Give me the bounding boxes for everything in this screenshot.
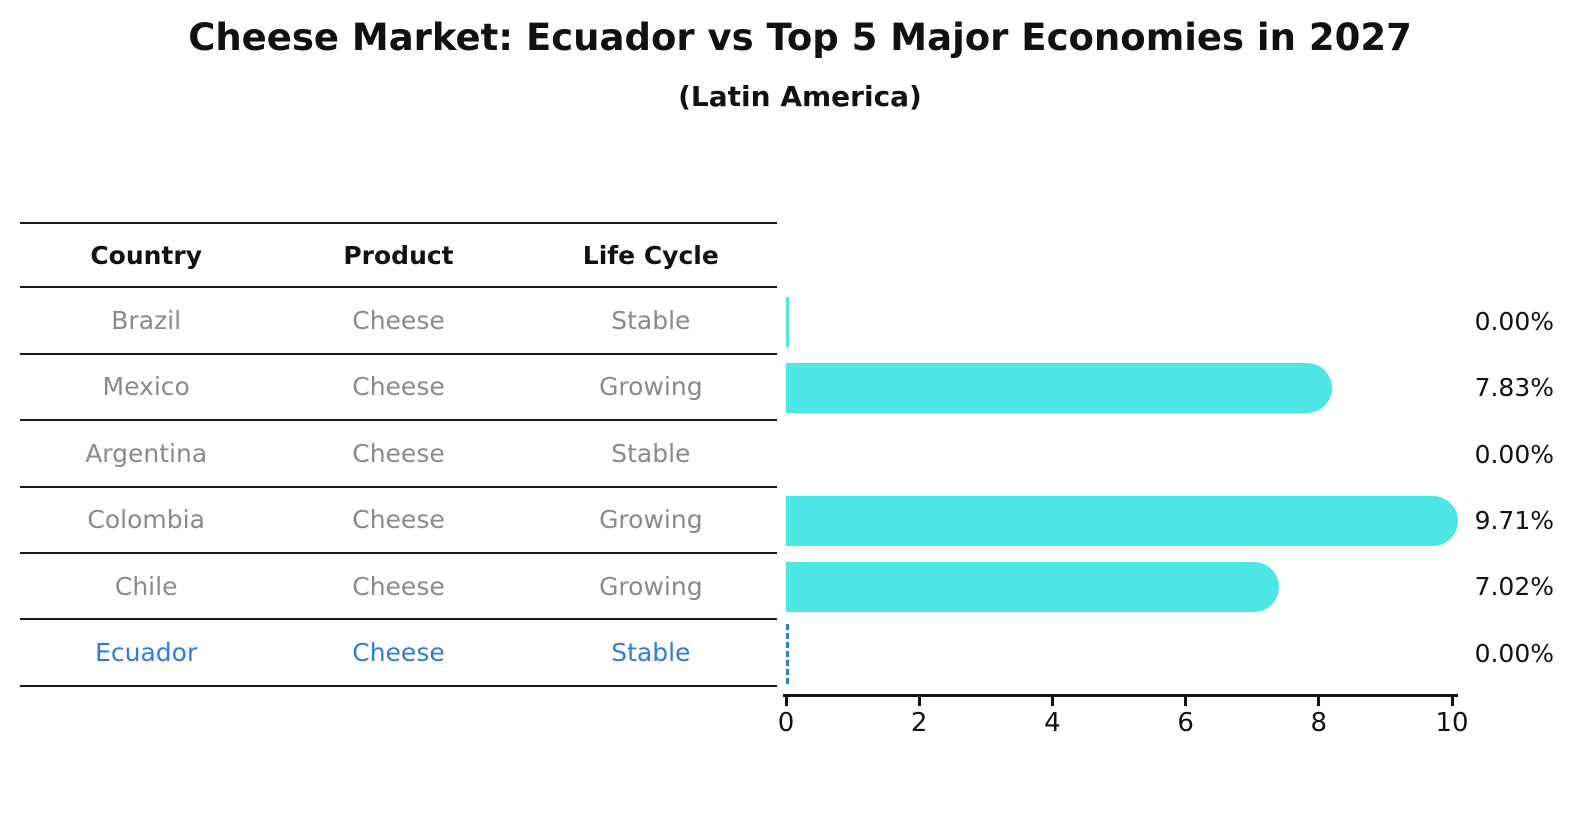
table-row-chile: Chile Cheese Growing <box>20 554 777 621</box>
x-tick <box>1450 697 1454 706</box>
table-row-argentina: Argentina Cheese Stable <box>20 421 777 488</box>
column-header-country: Country <box>90 240 203 270</box>
cell-life-cycle: Stable <box>611 638 691 668</box>
x-tick <box>1184 697 1188 706</box>
value-label-mexico: 7.83% <box>1474 373 1554 403</box>
cell-product: Cheese <box>352 306 445 336</box>
zero-dashed-marker-ecuador <box>786 623 789 684</box>
cell-country: Ecuador <box>95 638 198 668</box>
cell-country: Colombia <box>87 505 205 535</box>
value-label-argentina: 0.00% <box>1474 439 1554 469</box>
x-tick-label: 6 <box>1177 708 1194 738</box>
chart-subtitle: (Latin America) <box>678 80 922 113</box>
bar-colombia <box>786 496 1458 546</box>
column-header-life-cycle: Life Cycle <box>582 240 719 270</box>
x-tick-label: 0 <box>777 708 795 738</box>
x-tick <box>1317 697 1321 706</box>
cell-country: Argentina <box>85 438 208 468</box>
cell-life-cycle: Growing <box>599 571 703 601</box>
value-label-colombia: 9.71% <box>1474 506 1554 535</box>
cell-life-cycle: Stable <box>611 306 691 336</box>
table-row-colombia: Colombia Cheese Growing <box>20 488 777 554</box>
table-header-row: Country Product Life Cycle <box>20 222 777 289</box>
x-axis <box>783 694 1458 697</box>
value-label-chile: 7.02% <box>1474 572 1554 602</box>
column-header-product: Product <box>343 240 454 270</box>
table-row-mexico: Mexico Cheese Growing <box>20 355 777 422</box>
cell-life-cycle: Stable <box>611 438 691 468</box>
value-label-ecuador: 0.00% <box>1474 638 1554 668</box>
cell-life-cycle: Growing <box>599 505 703 535</box>
cell-product: Cheese <box>352 638 445 668</box>
table-row-brazil: Brazil Cheese Stable <box>20 288 777 355</box>
x-tick <box>784 697 788 706</box>
cell-country: Mexico <box>102 372 190 402</box>
bar-chile <box>786 562 1279 613</box>
value-label-brazil: 0.00% <box>1474 306 1554 336</box>
x-tick <box>1050 697 1054 706</box>
comparison-table: Country Product Life Cycle Brazil Cheese… <box>20 222 777 687</box>
chart-title: Cheese Market: Ecuador vs Top 5 Major Ec… <box>188 16 1412 59</box>
cell-product: Cheese <box>352 372 445 402</box>
x-tick <box>917 697 921 706</box>
cell-country: Chile <box>114 571 178 601</box>
cell-product: Cheese <box>352 505 445 535</box>
x-tick-label: 8 <box>1310 708 1328 738</box>
cell-life-cycle: Growing <box>599 372 703 402</box>
x-tick-label: 4 <box>1044 708 1061 738</box>
table-row-ecuador: Ecuador Cheese Stable <box>20 620 777 687</box>
cell-product: Cheese <box>352 571 445 601</box>
cell-product: Cheese <box>352 438 445 468</box>
x-tick-label: 2 <box>910 708 928 738</box>
x-tick-label: 10 <box>1435 708 1469 738</box>
cell-country: Brazil <box>111 306 182 336</box>
bar-mexico <box>786 363 1332 414</box>
zero-bar-brazil <box>786 296 789 347</box>
table-body: Brazil Cheese Stable Mexico Cheese Growi… <box>20 288 777 687</box>
